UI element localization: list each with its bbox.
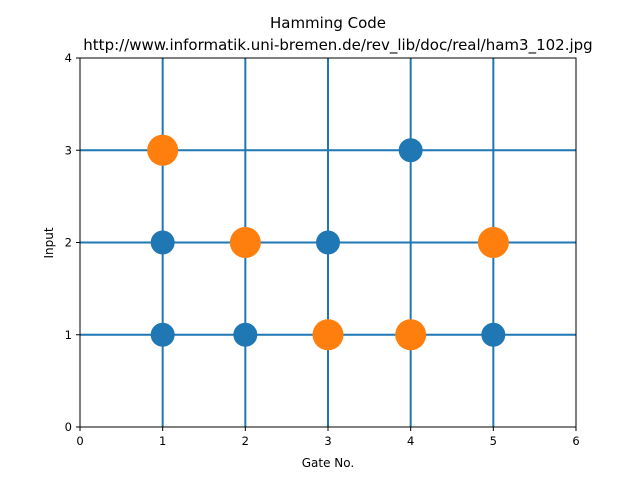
x-tick-label: 3	[324, 434, 331, 448]
chart-title: Hamming Code	[270, 14, 386, 32]
x-tick-label: 6	[572, 434, 579, 448]
data-point	[150, 230, 175, 255]
chart-subtitle: http://www.informatik.uni-bremen.de/rev_…	[83, 36, 592, 55]
y-tick-label: 0	[65, 420, 72, 434]
x-tick-label: 4	[407, 434, 414, 448]
data-point	[233, 322, 258, 347]
data-point	[312, 319, 344, 351]
x-axis-label: Gate No.	[302, 456, 354, 470]
data-point	[395, 319, 427, 351]
data-point	[316, 230, 340, 255]
x-axis-ticks: 0 1 2 3 4 5 6	[76, 427, 580, 448]
x-tick-label: 2	[242, 434, 249, 448]
y-tick-label: 2	[65, 236, 72, 250]
y-tick-label: 1	[65, 328, 72, 342]
plot-points	[147, 134, 509, 351]
data-point	[150, 322, 175, 347]
data-point	[147, 134, 179, 166]
y-axis-label: Input	[42, 227, 56, 258]
y-axis-ticks: 0 1 2 3 4	[65, 51, 80, 434]
x-tick-label: 0	[76, 434, 83, 448]
y-tick-label: 3	[65, 143, 72, 157]
y-tick-label: 4	[65, 51, 72, 65]
data-point	[481, 322, 506, 347]
data-point	[229, 227, 261, 258]
data-point	[477, 227, 509, 258]
x-tick-label: 5	[490, 434, 497, 448]
x-tick-label: 1	[159, 434, 166, 448]
data-point	[398, 138, 423, 163]
